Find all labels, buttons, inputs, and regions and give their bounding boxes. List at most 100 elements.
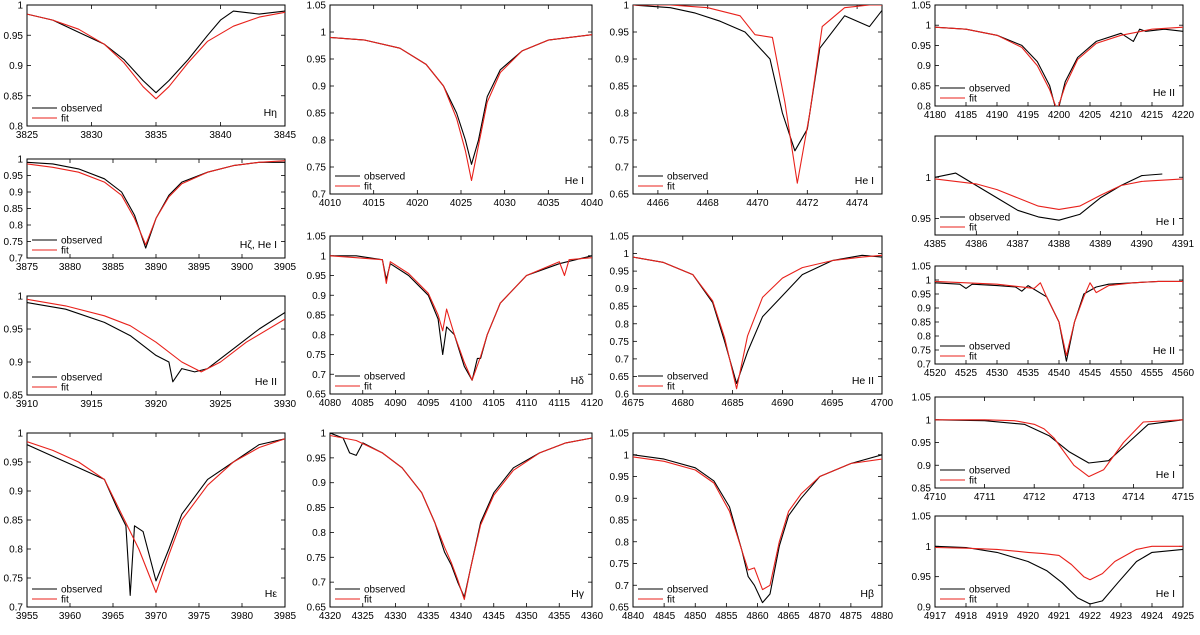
y-tick-label: 0.7 [312,190,326,201]
y-tick-label: 0.8 [917,332,931,343]
x-tick-label: 4923 [1110,611,1133,622]
x-tick-label: 4205 [1079,110,1102,121]
legend-label-fit: fit [667,382,675,393]
x-tick-label: 3875 [16,262,39,273]
y-tick-label: 0.95 [912,214,932,225]
x-tick-label: 3830 [80,130,103,141]
y-tick-label: 1.05 [610,232,630,243]
panel-9: 0.6 0.65 0.7 0.75 0.8 0.85 0.9 0.95 1 1.05 4675 468… [610,232,894,410]
y-tick-label: 1 [17,1,23,12]
series-line-fit [935,545,1183,581]
x-tick-label: 4545 [1079,368,1102,379]
y-tick-label: 0.9 [312,82,326,93]
y-tick-label: 1.05 [610,429,630,440]
y-tick-label: 0.95 [307,453,327,464]
x-tick-label: 3985 [274,611,297,622]
legend-label-observed: observed [364,372,405,383]
x-tick-label: 4030 [494,198,517,209]
x-tick-label: 3845 [274,130,297,141]
x-tick-label: 4550 [1110,368,1133,379]
legend-label-observed: observed [61,236,102,247]
series-line-observed [633,454,882,604]
y-tick-label: 1.05 [912,1,932,12]
y-tick-label: 0.95 [307,271,327,282]
x-tick-label: 3840 [209,130,232,141]
y-tick-label: 0.9 [917,61,931,72]
y-tick-label: 1.05 [912,262,932,273]
series-line-fit [27,160,285,246]
x-tick-label: 4711 [974,492,996,503]
series-line-fit [633,254,882,390]
panel-4: 0.7 0.75 0.8 0.85 0.9 0.95 1 3955 3960 3965 3970 39… [4,429,297,623]
x-tick-label: 4680 [672,398,695,409]
line-label: He I [1156,216,1175,228]
y-tick-label: 0.95 [610,472,630,483]
series-line-observed [330,433,592,598]
x-tick-label: 4922 [1079,611,1102,622]
x-tick-label: 3960 [59,611,82,622]
legend-label-observed: observed [969,84,1010,95]
y-tick-label: 1 [623,249,629,260]
series-line-fit [633,456,882,591]
y-tick-label: 0.85 [610,302,630,313]
x-tick-label: 4921 [1048,611,1071,622]
line-label: He II [852,375,874,387]
panel-1: 0.8 0.85 0.9 0.95 1 3825 3830 3835 3840 3845 obser… [4,1,297,142]
y-tick-label: 0.95 [4,458,24,469]
y-tick-label: 1 [320,28,326,39]
y-tick-label: 0.65 [307,603,327,614]
x-tick-label: 4880 [871,611,894,622]
panel-7: 0.65 0.7 0.75 0.8 0.85 0.9 0.95 1 4320 4325 4330 43… [307,429,604,623]
y-tick-label: 0.8 [9,221,23,232]
x-tick-label: 4360 [581,611,604,622]
series-line-fit [27,298,285,373]
y-tick-label: 0.9 [917,461,931,472]
y-tick-label: 0.6 [615,390,629,401]
y-tick-label: 1 [17,155,23,166]
panel-8: 0.65 0.7 0.75 0.8 0.85 0.9 0.95 1 4466 4468 4470 44… [610,1,883,209]
y-tick-label: 0.8 [312,330,326,341]
y-tick-label: 0.95 [4,171,24,182]
x-tick-label: 4385 [924,239,947,250]
x-tick-label: 4185 [955,110,978,121]
series-line-fit [935,178,1183,210]
x-tick-label: 4355 [548,611,571,622]
x-tick-label: 3885 [102,262,125,273]
x-tick-label: 4860 [746,611,769,622]
y-tick-label: 0.7 [917,360,931,371]
x-tick-label: 4387 [1007,239,1030,250]
x-tick-label: 4320 [319,611,342,622]
x-tick-label: 4713 [1073,492,1096,503]
x-tick-label: 4220 [1172,110,1195,121]
line-label: He I [855,175,874,187]
series-line-fit [330,34,592,182]
legend-label-observed: observed [969,342,1010,353]
x-tick-label: 3970 [145,611,168,622]
x-tick-label: 4190 [986,110,1009,121]
plot-frame [329,235,593,395]
x-tick-label: 4710 [924,492,947,503]
x-tick-label: 4560 [1172,368,1195,379]
x-tick-label: 4105 [483,398,506,409]
x-tick-label: 4210 [1110,110,1133,121]
x-tick-label: 4100 [450,398,473,409]
x-tick-label: 4020 [406,198,429,209]
legend-label-observed: observed [667,585,708,596]
x-tick-label: 4470 [746,198,769,209]
y-tick-label: 0.95 [912,572,932,583]
x-tick-label: 4918 [955,611,978,622]
y-tick-label: 0.65 [610,190,630,201]
y-tick-label: 0.9 [9,188,23,199]
x-tick-label: 4875 [840,611,863,622]
x-tick-label: 4085 [352,398,375,409]
x-tick-label: 4095 [417,398,440,409]
y-tick-label: 1 [925,415,931,426]
x-tick-label: 4840 [622,611,645,622]
series-line-fit [27,438,285,594]
legend-label-fit: fit [61,383,69,394]
legend-label-fit: fit [969,223,977,234]
x-tick-label: 4474 [846,198,869,209]
legend-label-fit: fit [61,246,69,257]
y-tick-label: 0.9 [312,291,326,302]
plot-frame [329,4,593,195]
